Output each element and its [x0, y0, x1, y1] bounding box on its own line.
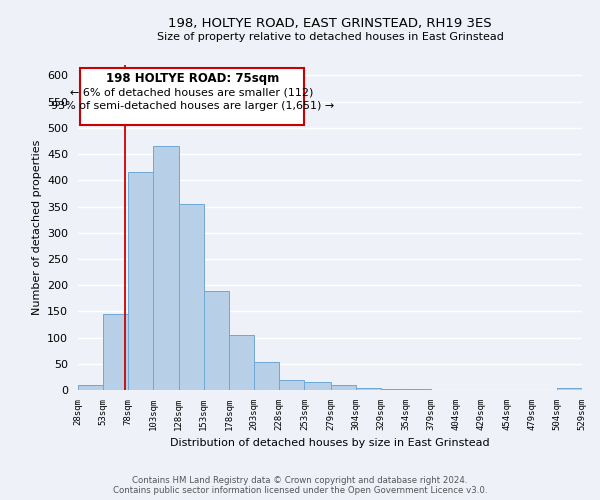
Bar [279, 380, 304, 390]
Text: ← 6% of detached houses are smaller (112): ← 6% of detached houses are smaller (112… [70, 88, 314, 98]
Bar [80, 68, 304, 126]
Bar [254, 362, 279, 390]
Bar [179, 204, 204, 390]
Bar [204, 292, 229, 390]
Text: 93% of semi-detached houses are larger (1,651) →: 93% of semi-detached houses are larger (… [50, 101, 334, 111]
Bar [356, 388, 381, 390]
Bar [304, 382, 331, 390]
Bar [331, 385, 356, 390]
Text: Contains public sector information licensed under the Open Government Licence v3: Contains public sector information licen… [113, 486, 487, 495]
Bar [557, 388, 582, 390]
Y-axis label: Number of detached properties: Number of detached properties [32, 140, 41, 315]
Bar [154, 146, 179, 390]
Bar [229, 335, 254, 390]
Text: Contains HM Land Registry data © Crown copyright and database right 2024.: Contains HM Land Registry data © Crown c… [132, 476, 468, 485]
Bar [78, 385, 103, 390]
Bar [128, 172, 154, 390]
Text: 198 HOLTYE ROAD: 75sqm: 198 HOLTYE ROAD: 75sqm [106, 72, 279, 85]
X-axis label: Distribution of detached houses by size in East Grinstead: Distribution of detached houses by size … [170, 438, 490, 448]
Bar [103, 314, 128, 390]
Text: Size of property relative to detached houses in East Grinstead: Size of property relative to detached ho… [157, 32, 503, 42]
Text: 198, HOLTYE ROAD, EAST GRINSTEAD, RH19 3ES: 198, HOLTYE ROAD, EAST GRINSTEAD, RH19 3… [168, 18, 492, 30]
